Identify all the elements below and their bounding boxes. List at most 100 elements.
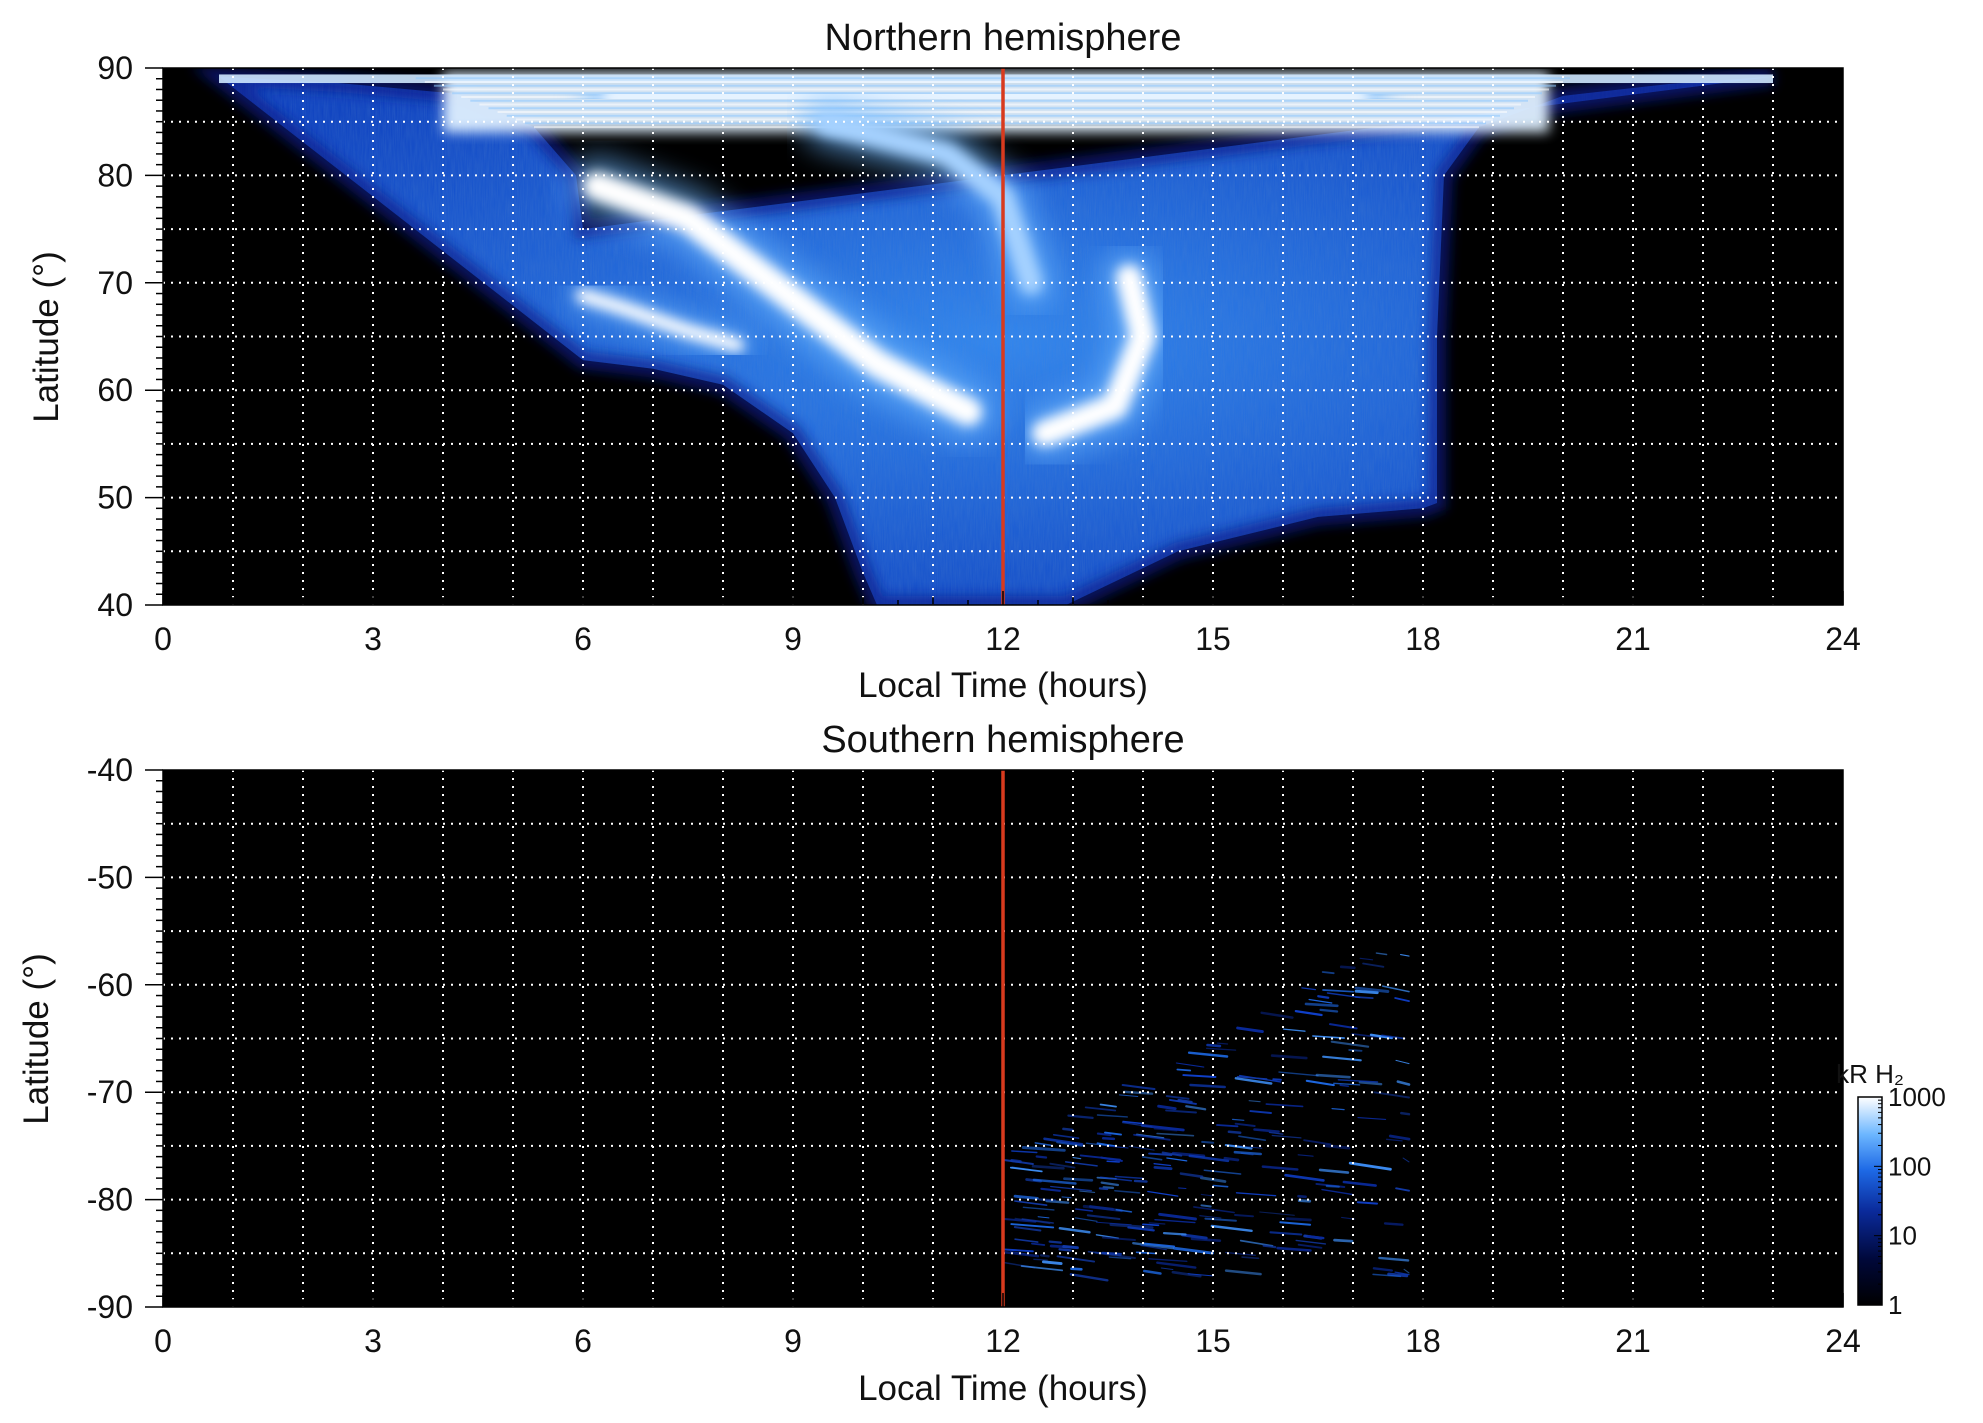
south-emission-streak (1206, 1043, 1222, 1048)
south-emission-streak (1285, 1217, 1312, 1222)
south-emission-streak (1331, 1107, 1345, 1111)
south-emission-streak (1369, 1033, 1394, 1040)
south-emission-streak (1011, 1150, 1038, 1154)
south-emission-streak (1326, 992, 1361, 999)
south-emission-streak (1297, 1243, 1323, 1249)
south-emission-streak (1165, 1109, 1197, 1114)
south-emission-streak (1154, 1218, 1196, 1224)
south-emission-streak (1294, 1009, 1323, 1017)
south-emission-streak (1204, 1217, 1237, 1222)
south-emission-streak (1317, 995, 1330, 999)
south-emission-streak (1315, 1073, 1351, 1079)
south-emission-streak (1079, 1190, 1096, 1193)
north-x-tick-label: 15 (1195, 621, 1231, 657)
south-emission-streak (1297, 1154, 1314, 1157)
south-emission-streak (1098, 1187, 1109, 1191)
north-y-tick-label: 40 (97, 587, 133, 623)
south-emission-streak (1056, 1255, 1096, 1263)
south-emission-streak (1394, 1271, 1410, 1276)
south-y-tick-label: -60 (87, 967, 133, 1003)
south-emission-streak (1200, 1204, 1212, 1208)
south-emission-streak (1031, 1242, 1046, 1246)
south-emission-streak (1394, 997, 1410, 1002)
south-emission-streak (1395, 1059, 1410, 1065)
south-emission-streak (1322, 1055, 1362, 1062)
south-emission-streak (1225, 1251, 1256, 1256)
south-emission-streak (1121, 1121, 1153, 1128)
south-emission-streak (1297, 1199, 1312, 1203)
south-emission-streak (1333, 1082, 1361, 1086)
south-emission-streak (1041, 1260, 1063, 1266)
north-auroral-arc (583, 172, 982, 426)
north-auroral-arc (576, 288, 744, 353)
north-y-tick-label: 90 (97, 50, 133, 86)
south-emission-streak (1119, 1094, 1139, 1097)
south-emission-streak (1039, 1254, 1050, 1258)
south-emission-streak (1272, 1078, 1282, 1081)
south-emission-streak (1193, 1206, 1235, 1214)
south-emission-streak (1388, 1134, 1411, 1141)
south-emission-streak (1279, 1221, 1312, 1226)
south-emission-streak (1205, 1047, 1237, 1051)
south-emission-streak (1185, 1105, 1207, 1111)
south-emission-streak (1175, 1062, 1205, 1068)
south-emission-streak (1101, 1251, 1122, 1255)
south-emission-streak (1385, 1138, 1403, 1142)
south-emission-streak (1058, 1227, 1091, 1234)
north-y-tick-label: 50 (97, 480, 133, 516)
south-emission-streak (1084, 1106, 1117, 1112)
south-emission-streak (1114, 1175, 1144, 1180)
colorbar-tick-label: 10 (1888, 1221, 1917, 1251)
south-emission-streak (1049, 1162, 1076, 1169)
south-emission-streak (1178, 1187, 1187, 1190)
north-y-tick-label: 60 (97, 372, 133, 408)
south-emission-streak (1200, 1193, 1213, 1197)
south-emission-streak (1166, 1157, 1188, 1162)
south-emission-streak (1121, 1083, 1156, 1091)
south-emission-streak (1375, 952, 1388, 956)
south-emission-streak (1106, 1145, 1129, 1149)
south-emission-streak (1141, 1156, 1163, 1161)
northern-hemisphere-panel: 0 3 6 9 12 15 18 21 24 40 50 60 70 80 90 Northern hemi… (27, 17, 1861, 705)
south-x-axis-label: Local Time (hours) (858, 1369, 1148, 1408)
south-emission-streak (1064, 1161, 1098, 1167)
south-x-tick-label: 15 (1195, 1323, 1231, 1359)
south-emission-streak (1357, 1117, 1387, 1120)
south-emission-streak (1009, 1166, 1043, 1173)
south-emission-streak (1356, 1201, 1378, 1205)
north-emission-layer (193, 68, 1775, 605)
south-emission-streak (1271, 1134, 1302, 1139)
south-emission-streak (1210, 1224, 1253, 1233)
south-emission-streak (1031, 1164, 1065, 1170)
south-emission-streak (1321, 1188, 1354, 1196)
south-emission-streak (1387, 1272, 1409, 1278)
south-emission-streak (1033, 1258, 1048, 1261)
north-plot-frame (162, 67, 1844, 606)
south-emission-streak (1034, 1142, 1052, 1146)
south-emission-streak (1284, 1173, 1325, 1182)
south-emission-streak (1069, 1273, 1109, 1282)
south-emission-streak (1002, 1217, 1037, 1223)
south-emission-streak (1297, 1194, 1307, 1199)
south-emission-streak (1236, 1076, 1268, 1080)
south-x-tick-label: 6 (574, 1323, 592, 1359)
south-emission-streak (1058, 1248, 1072, 1252)
south-emission-streak (1156, 1261, 1197, 1269)
south-emission-streak (1295, 1239, 1327, 1245)
south-y-tick-label: -40 (87, 752, 133, 788)
north-y-tick-label: 80 (97, 157, 133, 193)
north-x-tick-label: 21 (1615, 621, 1651, 657)
south-emission-streak (1140, 1244, 1167, 1251)
south-emission-streak (1187, 1273, 1214, 1277)
south-emission-streak (1282, 1028, 1306, 1032)
south-emission-streak (1188, 1154, 1230, 1163)
south-grid (163, 770, 1843, 1307)
south-emission-streak (1094, 1251, 1136, 1260)
north-y-axis-label: Latitude (°) (27, 251, 66, 423)
south-emission-streak (1248, 1100, 1261, 1103)
south-emission-streak (1014, 1238, 1039, 1243)
south-emission-streak (1100, 1181, 1120, 1187)
south-emission-streak (1354, 989, 1379, 995)
colorbar: kR H₂ 1 10 100 1000 (1836, 1059, 1946, 1320)
